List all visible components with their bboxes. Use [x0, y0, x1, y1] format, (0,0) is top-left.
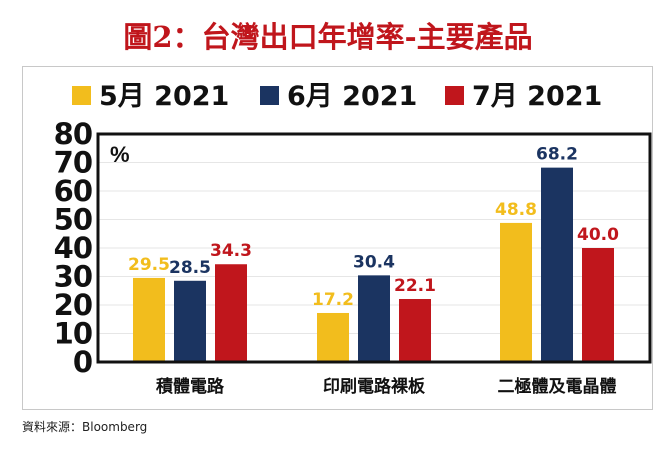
bar: [541, 167, 573, 362]
legend-swatch: [72, 86, 91, 105]
bar: [133, 277, 165, 362]
bar: [500, 222, 532, 362]
bar: [582, 248, 614, 362]
plot-frame: [96, 132, 652, 364]
data-label: 22.1: [394, 276, 436, 296]
legend-label: 5月 2021: [99, 81, 229, 112]
chart-frame: [22, 66, 653, 410]
legend-label: 7月 2021: [472, 81, 602, 112]
data-label: 40.0: [577, 225, 619, 245]
y-tick-label: 20: [54, 288, 92, 322]
data-label: 28.5: [169, 258, 211, 278]
y-tick-label: 0: [73, 345, 92, 379]
data-label: 17.2: [312, 290, 354, 310]
source-note: 資料來源：Bloomberg: [22, 420, 148, 434]
legend-swatch: [260, 86, 279, 105]
bar: [174, 280, 206, 362]
x-tick-label: 印刷電路裸板: [323, 376, 426, 397]
y-axis-unit: %: [110, 142, 130, 167]
data-label: 29.5: [128, 255, 170, 275]
bar: [215, 264, 247, 362]
bar: [317, 312, 349, 362]
data-label: 68.2: [536, 145, 578, 165]
y-tick-label: 60: [54, 174, 92, 208]
y-tick-label: 10: [54, 317, 92, 351]
bar: [358, 275, 390, 362]
y-tick-label: 70: [54, 146, 92, 180]
data-label: 48.8: [495, 200, 537, 220]
y-tick-label: 50: [54, 203, 92, 237]
y-tick-label: 30: [54, 260, 92, 294]
x-tick-label: 二極體及電晶體: [498, 376, 617, 397]
chart-title: 圖2：台灣出口年增率-主要產品: [123, 20, 533, 54]
legend-swatch: [445, 86, 464, 105]
bar: [399, 299, 431, 362]
y-tick-label: 40: [54, 231, 92, 265]
data-label: 34.3: [210, 241, 252, 261]
x-tick-label: 積體電路: [156, 376, 225, 397]
y-tick-label: 80: [54, 117, 92, 151]
legend-label: 6月 2021: [287, 81, 417, 112]
data-label: 30.4: [353, 252, 395, 272]
